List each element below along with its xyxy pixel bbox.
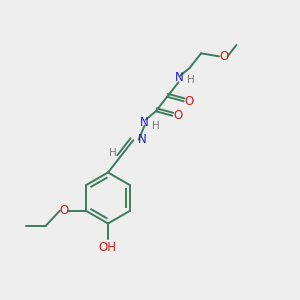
- Text: H: H: [152, 121, 160, 131]
- Text: O: O: [219, 50, 229, 63]
- Text: H: H: [110, 148, 117, 158]
- Text: N: N: [140, 116, 149, 129]
- Text: N: N: [175, 71, 184, 84]
- Text: O: O: [60, 204, 69, 217]
- Text: N: N: [137, 133, 146, 146]
- Text: O: O: [184, 95, 194, 108]
- Text: O: O: [173, 109, 182, 122]
- Text: H: H: [187, 76, 195, 85]
- Text: OH: OH: [98, 241, 116, 254]
